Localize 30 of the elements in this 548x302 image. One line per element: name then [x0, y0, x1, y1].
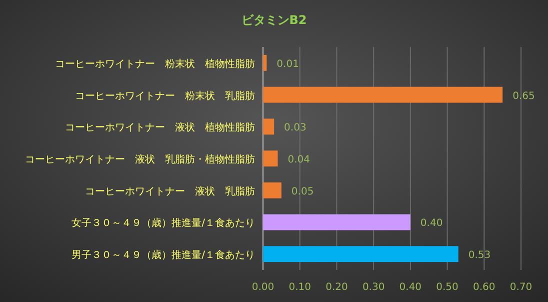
- x-tick-label: 0.60: [473, 282, 496, 293]
- bar: [263, 118, 274, 135]
- y-tick-label: コーヒーホワイトナー 粉末状 乳脂肪: [75, 90, 255, 102]
- x-tick-label: 0.20: [326, 282, 348, 293]
- bar: [263, 246, 458, 262]
- y-tick-label: コーヒーホワイトナー 粉末状 植物性脂肪: [55, 58, 255, 70]
- chart-title: ビタミンB2: [241, 13, 307, 27]
- bar: [263, 182, 282, 198]
- y-tick-label: コーヒーホワイトナー 液状 乳脂肪・植物性脂肪: [25, 154, 255, 166]
- x-tick-label: 0.70: [510, 282, 532, 293]
- data-label: 0.65: [512, 90, 535, 102]
- data-label: 0.03: [284, 122, 306, 134]
- data-label: 0.53: [468, 250, 491, 262]
- x-tick-label: 0.50: [436, 282, 458, 293]
- y-tick-label: コーヒーホワイトナー 液状 植物性脂肪: [65, 122, 255, 134]
- data-label: 0.01: [276, 58, 299, 70]
- x-tick-label: 0.40: [399, 282, 422, 293]
- data-label: 0.04: [288, 154, 310, 166]
- bar: [263, 86, 503, 103]
- data-label: 0.40: [420, 218, 443, 230]
- x-tick-label: 0.30: [362, 282, 385, 293]
- y-tick-label: コーヒーホワイトナー 液状 乳脂肪: [85, 185, 255, 198]
- data-label: 0.05: [291, 186, 314, 198]
- y-tick-label: 女子３０～４９（歳）推進量/１食あたり: [72, 217, 255, 230]
- bar: [263, 54, 267, 71]
- bar: [263, 150, 278, 166]
- x-tick-label: 0.10: [288, 282, 311, 293]
- y-tick-label: 男子３０～４９（歳）推進量/１食あたり: [72, 249, 255, 262]
- bar: [263, 214, 410, 230]
- x-tick-label: 0.00: [252, 282, 274, 293]
